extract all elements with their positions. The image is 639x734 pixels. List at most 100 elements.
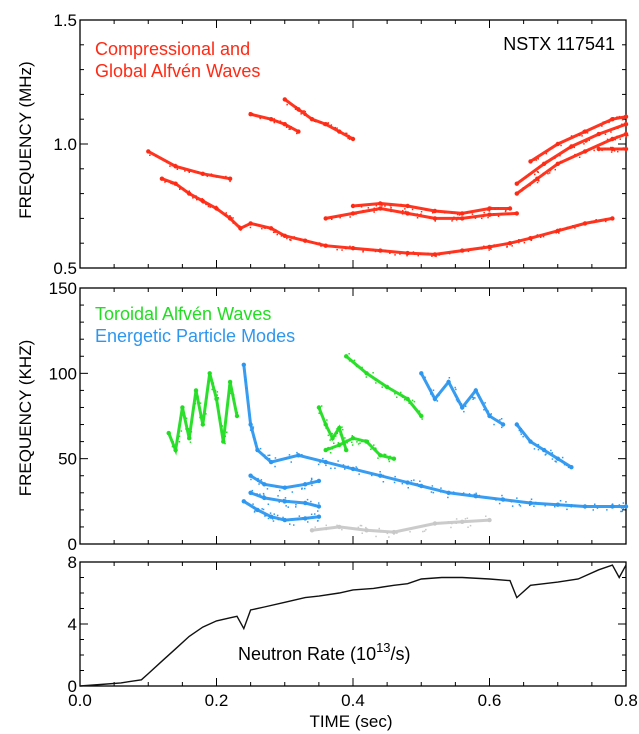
mode-speckle [610,131,612,133]
mode-speckle [185,428,187,430]
mode-speckle [529,184,531,187]
mode-speckle [423,530,426,532]
mode-speckle [314,513,316,515]
mode-speckle [179,417,182,419]
mode-speckle [382,481,385,483]
mode-speckle [285,457,288,460]
mode-speckle [257,224,260,226]
mode-speckle [285,485,287,488]
mode-speckle [171,445,174,448]
mode-speckle [173,182,176,184]
mode-speckle [201,198,203,200]
mode-speckle [430,388,432,391]
mode-speckle [307,521,309,523]
mode-speckle [501,426,503,429]
mode-speckle [271,518,274,520]
mode-speckle [574,227,576,229]
mode-speckle [347,136,350,139]
mode-speckle [341,426,343,428]
mode-speckle [280,235,283,237]
mode-speckle [300,113,302,115]
mode-speckle [208,374,211,376]
mode-speckle [169,165,171,167]
mode-speckle [565,501,567,503]
mode-speckle [519,431,522,433]
mode-speckle [481,248,483,250]
mode-speckle [312,503,314,506]
mode-speckle [225,214,228,216]
mode-speckle [289,239,291,241]
mode-speckle [264,515,266,517]
mode-speckle [619,138,621,140]
mode-speckle [525,176,527,179]
mode-speckle [481,217,483,220]
series-3 [350,201,513,216]
mode-speckle [329,439,331,441]
mode-speckle [582,130,585,132]
neutron-rate-line [79,564,627,687]
mode-speckle [298,515,301,517]
mode-speckle [468,493,471,495]
mode-speckle [259,493,261,495]
mode-speckle [386,532,389,535]
mode-point [173,164,178,169]
mode-speckle [361,366,363,369]
mode-speckle [375,205,378,207]
mode-speckle [559,228,561,230]
mode-speckle [211,388,213,391]
mode-speckle [394,475,396,478]
mode-speckle [420,213,422,215]
mode-speckle [569,147,572,150]
mode-speckle [418,410,421,412]
mode-speckle [400,203,402,206]
mode-speckle [344,443,346,446]
mode-speckle [187,428,189,430]
mode-speckle [199,402,202,404]
mode-speckle [431,485,434,487]
mode-speckle [360,206,363,208]
mode-speckle [189,437,192,439]
mode-speckle [544,450,546,452]
mode-speckle [341,438,344,441]
mode-speckle [359,442,361,444]
mode-speckle [355,365,358,368]
mode-point [214,206,219,211]
mode-speckle [487,216,489,219]
mode-speckle [351,441,353,444]
mode-speckle [187,170,190,172]
mode-speckle [319,528,322,530]
mode-point [514,181,519,186]
mode-speckle [518,429,521,432]
mode-speckle [494,208,496,210]
mode-speckle [474,397,476,399]
mode-speckle [283,502,285,504]
mode-speckle [314,504,317,507]
mode-speckle [428,217,431,219]
mode-point [309,528,315,533]
mode-speckle [384,386,387,389]
mode-speckle [170,182,172,185]
mode-speckle [334,467,336,469]
mode-speckle [470,211,472,213]
mode-speckle [249,226,252,229]
mode-speckle [375,382,377,384]
mode-speckle [232,221,234,223]
mode-speckle [437,522,440,525]
mode-speckle [301,488,303,490]
mode-speckle [336,428,338,430]
mode-speckle [304,482,306,484]
mode-speckle [365,526,367,529]
mode-speckle [326,419,328,421]
mode-speckle [381,383,384,385]
mode-speckle [593,221,595,223]
mode-speckle [361,440,363,443]
mode-speckle [622,508,625,510]
mode-speckle [402,396,404,398]
mode-point [507,241,513,246]
mode-point [446,490,451,495]
mode-speckle [232,222,234,224]
mode-point [337,442,342,448]
mode-speckle [281,234,283,236]
mode-speckle [490,413,492,415]
mode-point [487,212,492,217]
